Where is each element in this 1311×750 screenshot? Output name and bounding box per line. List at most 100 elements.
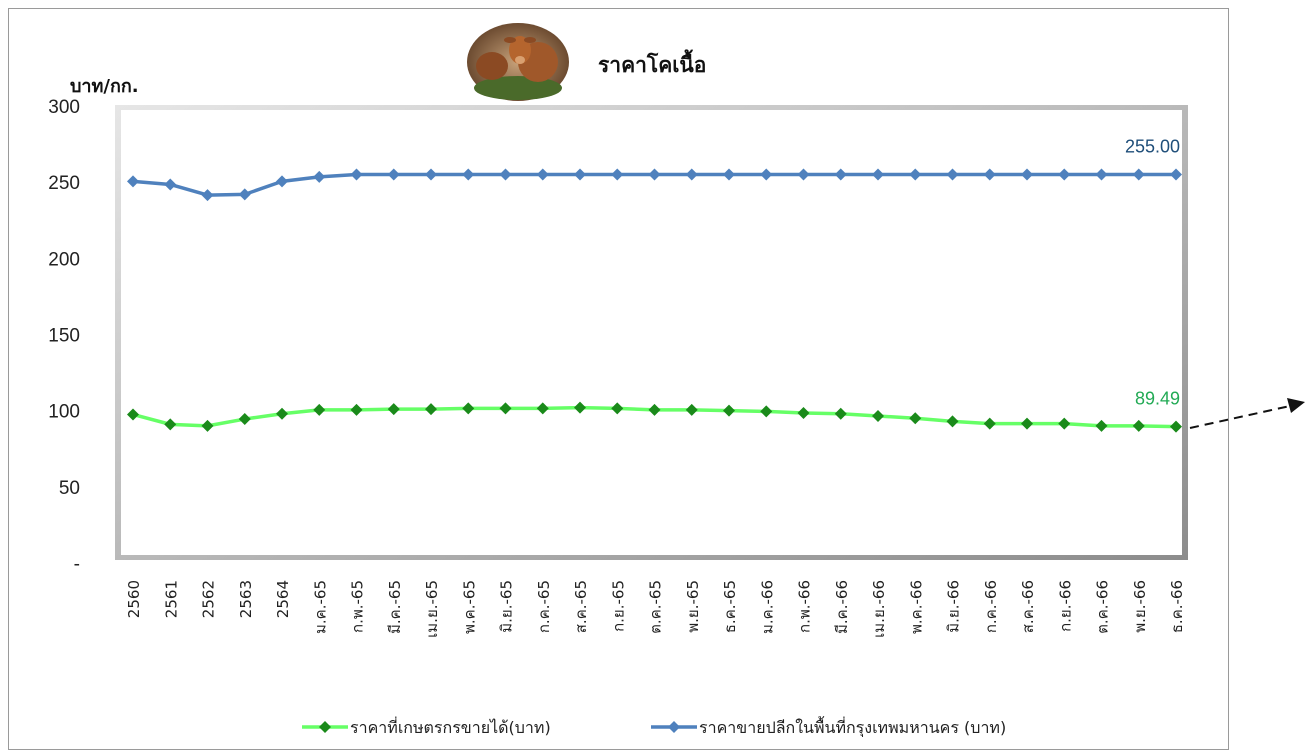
data-point (313, 170, 326, 183)
data-point (1021, 168, 1033, 181)
x-tick-label: พ.ค.-66 (907, 580, 925, 634)
data-point (425, 403, 437, 416)
data-point (983, 417, 996, 430)
x-axis-ticks: 2560 2561 2562 2563 2564 ม.ค.-65 ก.พ.-65 มี.ค.-… (125, 580, 1186, 638)
series-group (127, 168, 1182, 433)
data-point (201, 189, 214, 202)
y-axis-unit-label: บาท/กก. (70, 76, 139, 97)
data-point (648, 403, 661, 416)
x-tick-label: ต.ค.-66 (1094, 580, 1112, 634)
y-tick-label: - (74, 554, 80, 575)
x-tick-label: ธ.ค.-65 (721, 580, 739, 633)
x-tick-label: 2560 (125, 580, 143, 618)
data-point (387, 168, 400, 181)
data-point (872, 168, 884, 181)
data-point (685, 403, 698, 416)
dashed-arrow (1189, 398, 1305, 429)
y-tick-label: 200 (48, 249, 80, 270)
data-point (127, 175, 139, 188)
data-point (1095, 168, 1108, 181)
y-tick-label: 250 (48, 173, 80, 194)
plot-area (121, 110, 1182, 555)
data-point (723, 168, 735, 181)
data-point (276, 175, 288, 188)
x-tick-label: มี.ค.-66 (833, 580, 851, 634)
data-point (909, 168, 922, 181)
data-point (1170, 168, 1182, 181)
data-point (909, 412, 922, 425)
data-point (536, 402, 549, 415)
x-tick-label: ต.ค.-65 (647, 580, 665, 634)
data-point (611, 168, 624, 181)
data-point (1170, 420, 1182, 433)
x-tick-label: ก.ย.-66 (1056, 580, 1074, 632)
y-tick-label: 300 (48, 97, 80, 118)
data-point (983, 168, 996, 181)
x-tick-label: เม.ย.-66 (870, 580, 888, 638)
data-point (834, 407, 847, 420)
data-point (611, 402, 624, 415)
data-point (313, 403, 326, 416)
data-point (536, 168, 549, 181)
x-tick-label: ม.ค.-65 (311, 580, 329, 634)
end-data-label: 255.00 (1125, 137, 1180, 157)
data-point (499, 402, 512, 415)
data-point (387, 403, 400, 416)
x-tick-label: ส.ค.-65 (572, 580, 590, 633)
data-point (760, 168, 773, 181)
x-tick-label: ก.พ.-66 (796, 580, 814, 633)
data-point (648, 168, 661, 181)
y-tick-label: 50 (59, 478, 80, 499)
x-tick-label: มิ.ย.-65 (498, 580, 516, 633)
data-point (238, 188, 251, 201)
data-point (946, 168, 959, 181)
data-point (797, 168, 810, 181)
legend-label: ราคาที่เกษตรกรขายได้(บาท) (350, 716, 551, 737)
data-point (872, 409, 884, 422)
x-tick-label: ม.ค.-66 (758, 580, 776, 634)
data-point (1095, 419, 1108, 432)
cow-photo (467, 23, 569, 101)
data-point (760, 405, 773, 418)
data-point (350, 168, 363, 181)
data-point (1058, 417, 1071, 430)
x-tick-label: เม.ย.-65 (423, 580, 441, 638)
data-point (1058, 168, 1071, 181)
x-tick-label: ก.ค.-65 (535, 580, 553, 633)
data-point (462, 402, 475, 415)
chart-title: ราคาโคเนื้อ (598, 49, 706, 77)
data-point (164, 178, 177, 191)
legend-marker (319, 721, 331, 733)
data-point (1021, 417, 1033, 430)
data-point (797, 406, 810, 419)
x-tick-label: ก.พ.-65 (349, 580, 367, 633)
y-tick-label: 150 (48, 326, 80, 347)
x-tick-label: 2561 (162, 580, 180, 618)
data-point (425, 168, 437, 181)
data-point (201, 419, 214, 432)
data-point (127, 408, 139, 421)
x-tick-label: ก.ย.-65 (609, 580, 627, 632)
x-tick-label: มี.ค.-65 (386, 580, 404, 634)
data-point (276, 407, 288, 420)
x-tick-label: 2563 (237, 580, 255, 618)
data-point (946, 415, 959, 428)
y-axis-ticks: - 50 100 150 200 250 300 (48, 97, 80, 575)
data-point (574, 401, 586, 414)
x-tick-label: มิ.ย.-66 (945, 580, 963, 633)
end-data-label: 89.49 (1135, 389, 1180, 409)
legend: ราคาที่เกษตรกรขายได้(บาท) ราคาขายปลีกในพื… (302, 716, 1006, 737)
data-point (350, 403, 363, 416)
data-point (723, 404, 735, 417)
y-tick-label: 100 (48, 402, 80, 423)
data-point (685, 168, 698, 181)
x-tick-label: พ.ค.-65 (460, 580, 478, 634)
x-tick-label: พ.ย.-65 (684, 580, 702, 633)
x-tick-label: ธ.ค.-66 (1168, 580, 1186, 633)
legend-label: ราคาขายปลีกในพื้นที่กรุงเทพมหานคร (บาท) (699, 716, 1006, 737)
data-point (238, 413, 251, 426)
data-point (574, 168, 586, 181)
x-tick-label: ก.ค.-66 (982, 580, 1000, 633)
data-point (1132, 168, 1145, 181)
